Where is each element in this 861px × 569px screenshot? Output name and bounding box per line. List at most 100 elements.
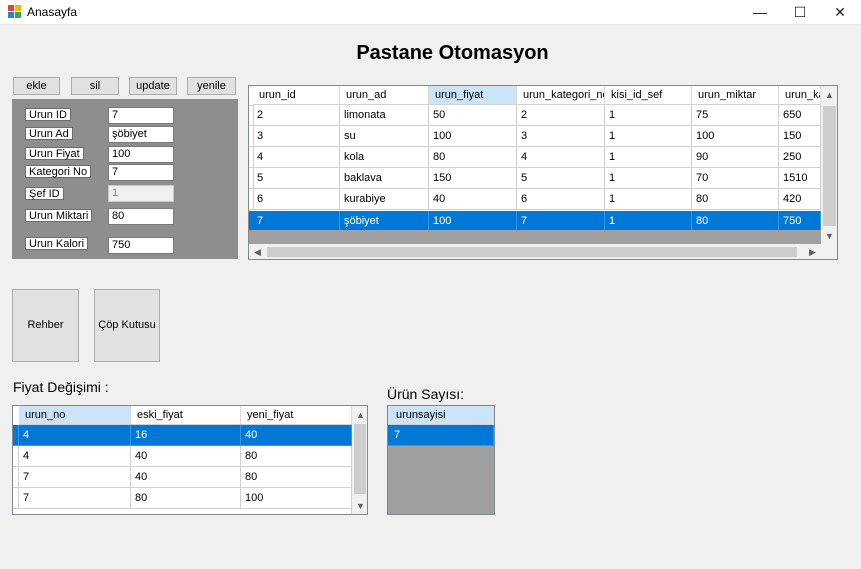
col-header-urun-kalori[interactable]: urun_kalo	[779, 86, 821, 105]
minimize-button[interactable]: —	[753, 4, 767, 20]
table-cell[interactable]: şöbiyet	[340, 211, 429, 232]
table-cell[interactable]: 1	[605, 126, 692, 147]
ekle-button[interactable]: ekle	[13, 77, 60, 95]
table-cell[interactable]: 650	[779, 105, 821, 126]
table-cell[interactable]: 100	[241, 488, 352, 509]
col-header-urun-miktar[interactable]: urun_miktar	[692, 86, 779, 105]
col-header-eski-fiyat[interactable]: eski_fiyat	[131, 406, 241, 425]
table-cell[interactable]: 80	[429, 147, 517, 168]
table-cell[interactable]: 1	[605, 105, 692, 126]
maximize-button[interactable]: ☐	[793, 3, 807, 20]
kategori-no-field[interactable]: 7	[108, 164, 174, 181]
row-header[interactable]	[13, 488, 19, 509]
table-cell[interactable]: 7	[517, 211, 605, 232]
col-header-urun-id[interactable]: urun_id	[253, 86, 340, 105]
row-header[interactable]	[13, 425, 19, 446]
scroll-left-icon[interactable]: ◀	[254, 247, 261, 257]
table-cell[interactable]: 100	[429, 126, 517, 147]
col-header-kisi-id-sef[interactable]: kisi_id_sef	[605, 86, 692, 105]
table-cell[interactable]: limonata	[340, 105, 429, 126]
table-cell[interactable]: 1	[605, 189, 692, 210]
col-header-urunsayisi[interactable]: urunsayisi	[388, 406, 494, 425]
rehber-button[interactable]: Rehber	[12, 289, 79, 362]
table-cell[interactable]: 7	[253, 211, 340, 232]
col-header-urun-ad[interactable]: urun_ad	[340, 86, 429, 105]
products-grid[interactable]: urun_id urun_ad urun_fiyat urun_kategori…	[248, 85, 838, 260]
table-cell[interactable]: 4	[517, 147, 605, 168]
scroll-down-icon[interactable]: ▼	[356, 500, 365, 511]
table-cell[interactable]: 2	[253, 105, 340, 126]
table-cell[interactable]: 7	[19, 467, 131, 488]
table-cell[interactable]: 40	[429, 189, 517, 210]
table-cell[interactable]: 75	[692, 105, 779, 126]
table-cell[interactable]: 100	[429, 211, 517, 232]
col-header-urun-no[interactable]: urun_no	[19, 406, 131, 425]
cop-kutusu-button[interactable]: Çöp Kutusu	[94, 289, 160, 362]
table-cell[interactable]: 90	[692, 147, 779, 168]
table-cell[interactable]: 80	[131, 488, 241, 509]
close-button[interactable]: ✕	[834, 3, 846, 20]
row-header[interactable]	[249, 189, 254, 210]
table-cell[interactable]: 2	[517, 105, 605, 126]
row-header[interactable]	[249, 168, 254, 189]
table-cell[interactable]: 5	[253, 168, 340, 189]
scroll-thumb[interactable]	[354, 424, 366, 494]
row-header[interactable]	[249, 126, 254, 147]
table-cell[interactable]: 80	[692, 211, 779, 232]
table-cell[interactable]: 250	[779, 147, 821, 168]
table-cell[interactable]: kola	[340, 147, 429, 168]
scroll-down-icon[interactable]: ▼	[825, 230, 834, 241]
table-cell[interactable]: 7	[388, 425, 494, 446]
table-cell[interactable]: 40	[131, 467, 241, 488]
table-cell[interactable]: 80	[692, 189, 779, 210]
urun-fiyat-field[interactable]: 100	[108, 146, 174, 163]
table-cell[interactable]: 1	[605, 168, 692, 189]
table-cell[interactable]: 4	[253, 147, 340, 168]
col-header-urun-kategori-no[interactable]: urun_kategori_no	[517, 86, 605, 105]
table-cell[interactable]: 150	[779, 126, 821, 147]
table-cell[interactable]: 4	[19, 446, 131, 467]
table-cell[interactable]: 1	[605, 211, 692, 232]
table-cell[interactable]: 6	[253, 189, 340, 210]
table-cell[interactable]: 1510	[779, 168, 821, 189]
urun-kalori-field[interactable]: 750	[108, 237, 174, 254]
col-header-yeni-fiyat[interactable]: yeni_fiyat	[241, 406, 352, 425]
table-cell[interactable]: 750	[779, 211, 821, 232]
table-cell[interactable]: kurabiye	[340, 189, 429, 210]
row-header[interactable]	[249, 105, 254, 126]
price-vscrollbar[interactable]: ▲ ▼	[352, 406, 367, 514]
urun-ad-field[interactable]: şöbiyet	[108, 126, 174, 143]
table-cell[interactable]: 4	[19, 425, 131, 446]
hscroll-thumb[interactable]	[267, 247, 797, 257]
table-cell[interactable]: 6	[517, 189, 605, 210]
row-header[interactable]	[13, 467, 19, 488]
products-vscrollbar[interactable]: ▲ ▼	[821, 86, 837, 244]
row-header[interactable]	[13, 446, 19, 467]
urun-miktari-field[interactable]: 80	[108, 208, 174, 225]
table-cell[interactable]: 7	[19, 488, 131, 509]
table-cell[interactable]: 100	[692, 126, 779, 147]
col-header-urun-fiyat[interactable]: urun_fiyat	[429, 86, 517, 105]
update-button[interactable]: update	[129, 77, 177, 95]
table-cell[interactable]: 16	[131, 425, 241, 446]
urun-id-field[interactable]: 7	[108, 107, 174, 124]
products-hscrollbar[interactable]: ◀ ▶	[249, 244, 821, 259]
urun-count-grid[interactable]: urunsayisi 7	[387, 405, 495, 515]
table-cell[interactable]: 40	[241, 425, 352, 446]
sil-button[interactable]: sil	[71, 77, 119, 95]
yenile-button[interactable]: yenile	[187, 77, 236, 95]
table-cell[interactable]: 3	[517, 126, 605, 147]
table-cell[interactable]: 40	[131, 446, 241, 467]
table-cell[interactable]: 420	[779, 189, 821, 210]
scroll-up-icon[interactable]: ▲	[356, 409, 365, 420]
scroll-up-icon[interactable]: ▲	[825, 89, 834, 100]
price-change-grid[interactable]: urun_no eski_fiyat yeni_fiyat 4 16 40 4 40 80…	[12, 405, 368, 515]
table-cell[interactable]: su	[340, 126, 429, 147]
table-cell[interactable]: 150	[429, 168, 517, 189]
row-header[interactable]	[249, 147, 254, 168]
table-cell[interactable]: 1	[605, 147, 692, 168]
table-cell[interactable]: 80	[241, 446, 352, 467]
table-cell[interactable]: baklava	[340, 168, 429, 189]
scroll-right-icon[interactable]: ▶	[809, 247, 816, 257]
table-cell[interactable]: 70	[692, 168, 779, 189]
